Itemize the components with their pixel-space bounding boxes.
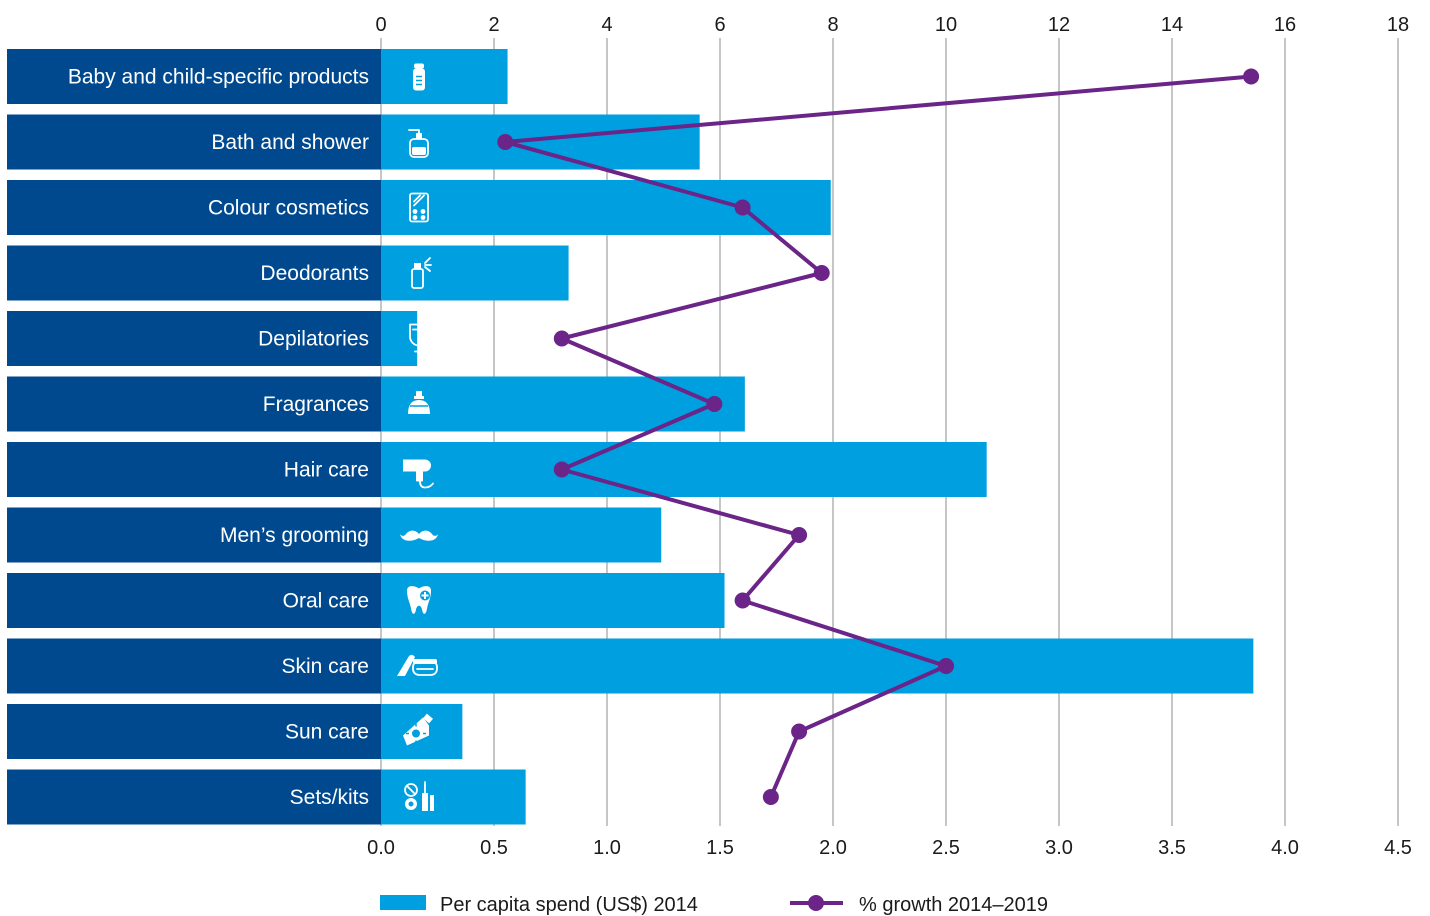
category-band [7, 573, 381, 628]
hair-dryer-icon [403, 459, 434, 489]
bottom-axis-tick-label: 0.5 [480, 837, 508, 859]
growth-point [734, 199, 751, 216]
top-axis-tick-label: 6 [714, 14, 725, 36]
spend-bar [381, 442, 987, 497]
soap-dispenser-icon [408, 129, 429, 158]
top-axis-tick-label: 12 [1048, 14, 1070, 36]
spend-bars [381, 49, 1254, 825]
category-label: Deodorants [260, 262, 369, 285]
spend-bar [381, 376, 745, 432]
spray-can-icon [411, 257, 432, 289]
growth-point [497, 134, 514, 150]
spend-bar [381, 49, 508, 104]
growth-point [734, 592, 751, 609]
category-label: Fragrances [263, 393, 369, 416]
growth-line [497, 68, 1260, 805]
category-band [7, 376, 381, 432]
top-axis-tick-label: 16 [1274, 14, 1296, 36]
growth-point [762, 789, 779, 805]
top-axis-tick-label: 14 [1161, 14, 1183, 36]
bottom-axis-tick-label: 2.5 [932, 837, 960, 859]
growth-point [706, 396, 723, 412]
category-icons [397, 63, 438, 811]
growth-point [813, 265, 830, 281]
growth-point [791, 723, 808, 740]
top-axis-tick-label: 2 [488, 14, 499, 36]
category-band [7, 180, 381, 235]
bottom-axis-tick-label: 4.0 [1271, 837, 1299, 859]
sunscreen-icon [403, 713, 433, 746]
spend-bar [381, 114, 700, 170]
baby-bottle-icon [413, 63, 425, 91]
growth-point [553, 461, 570, 478]
legend: Per capita spend (US$) 2014 % growth 201… [380, 894, 1048, 916]
category-band [7, 638, 381, 694]
top-axis-tick-label: 0 [375, 14, 386, 36]
spend-bar [381, 311, 418, 366]
category-label: Baby and child-specific products [68, 66, 369, 89]
perfume-bottle-icon [408, 391, 430, 414]
bottom-axis-tick-label: 3.0 [1045, 837, 1073, 859]
spend-bar [381, 573, 725, 628]
category-band [7, 507, 381, 563]
bottom-axis-ticks: 0.0 0.5 1.0 1.5 2.0 2.5 3.0 3.5 4.0 4.5 [367, 837, 1412, 859]
category-label: Depilatories [258, 328, 369, 351]
category-band [7, 245, 381, 301]
category-band [7, 442, 381, 497]
moustache-icon [400, 530, 438, 541]
growth-point [938, 658, 954, 674]
legend-label-growth: % growth 2014–2019 [859, 894, 1048, 916]
top-axis-ticks: 0 2 4 6 8 10 12 14 16 18 [375, 14, 1409, 36]
category-label: Sun care [285, 721, 369, 744]
category-label: Skin care [281, 655, 369, 678]
top-axis-tick-label: 8 [827, 14, 838, 36]
category-label: Oral care [283, 590, 369, 613]
category-band [7, 114, 381, 170]
top-axis-tick-label: 10 [935, 14, 957, 36]
category-labels: Baby and child-specific products Bath and… [68, 66, 369, 810]
spend-bar [381, 769, 526, 825]
category-band [7, 704, 381, 759]
category-band [7, 769, 381, 825]
category-label: Bath and shower [211, 131, 369, 154]
growth-point [791, 527, 808, 543]
bottom-axis-tick-label: 1.0 [593, 837, 621, 859]
legend-swatch-spend [380, 895, 426, 910]
bottom-axis-tick-label: 0.0 [367, 837, 395, 859]
tooth-icon [407, 586, 431, 614]
bottom-axis-tick-label: 1.5 [706, 837, 734, 859]
category-label: Hair care [284, 459, 369, 482]
category-label-bands [7, 49, 381, 825]
top-axis-tick-label: 18 [1387, 14, 1409, 36]
bottom-axis-tick-label: 3.5 [1158, 837, 1186, 859]
legend-label-spend: Per capita spend (US$) 2014 [440, 894, 698, 916]
bottom-axis-tick-label: 2.0 [819, 837, 847, 859]
growth-line-path [503, 74, 1252, 798]
spend-bar [381, 180, 831, 235]
top-axis-tick-label: 4 [601, 14, 612, 36]
category-band [7, 311, 381, 366]
category-label: Colour cosmetics [208, 197, 369, 220]
spend-bar [381, 638, 1254, 694]
growth-point [1243, 68, 1260, 85]
category-band [7, 49, 381, 104]
bottom-axis-tick-label: 4.5 [1384, 837, 1412, 859]
depilatory-tube-icon [409, 323, 429, 353]
cream-jar-icon [397, 654, 438, 676]
legend-swatch-growth-marker [808, 895, 824, 911]
makeup-palette-icon [409, 192, 429, 223]
growth-point [553, 330, 570, 347]
makeup-kit-icon [404, 781, 434, 811]
category-label: Men’s grooming [220, 524, 369, 547]
spend-bar [381, 245, 569, 301]
category-label: Sets/kits [290, 786, 369, 809]
